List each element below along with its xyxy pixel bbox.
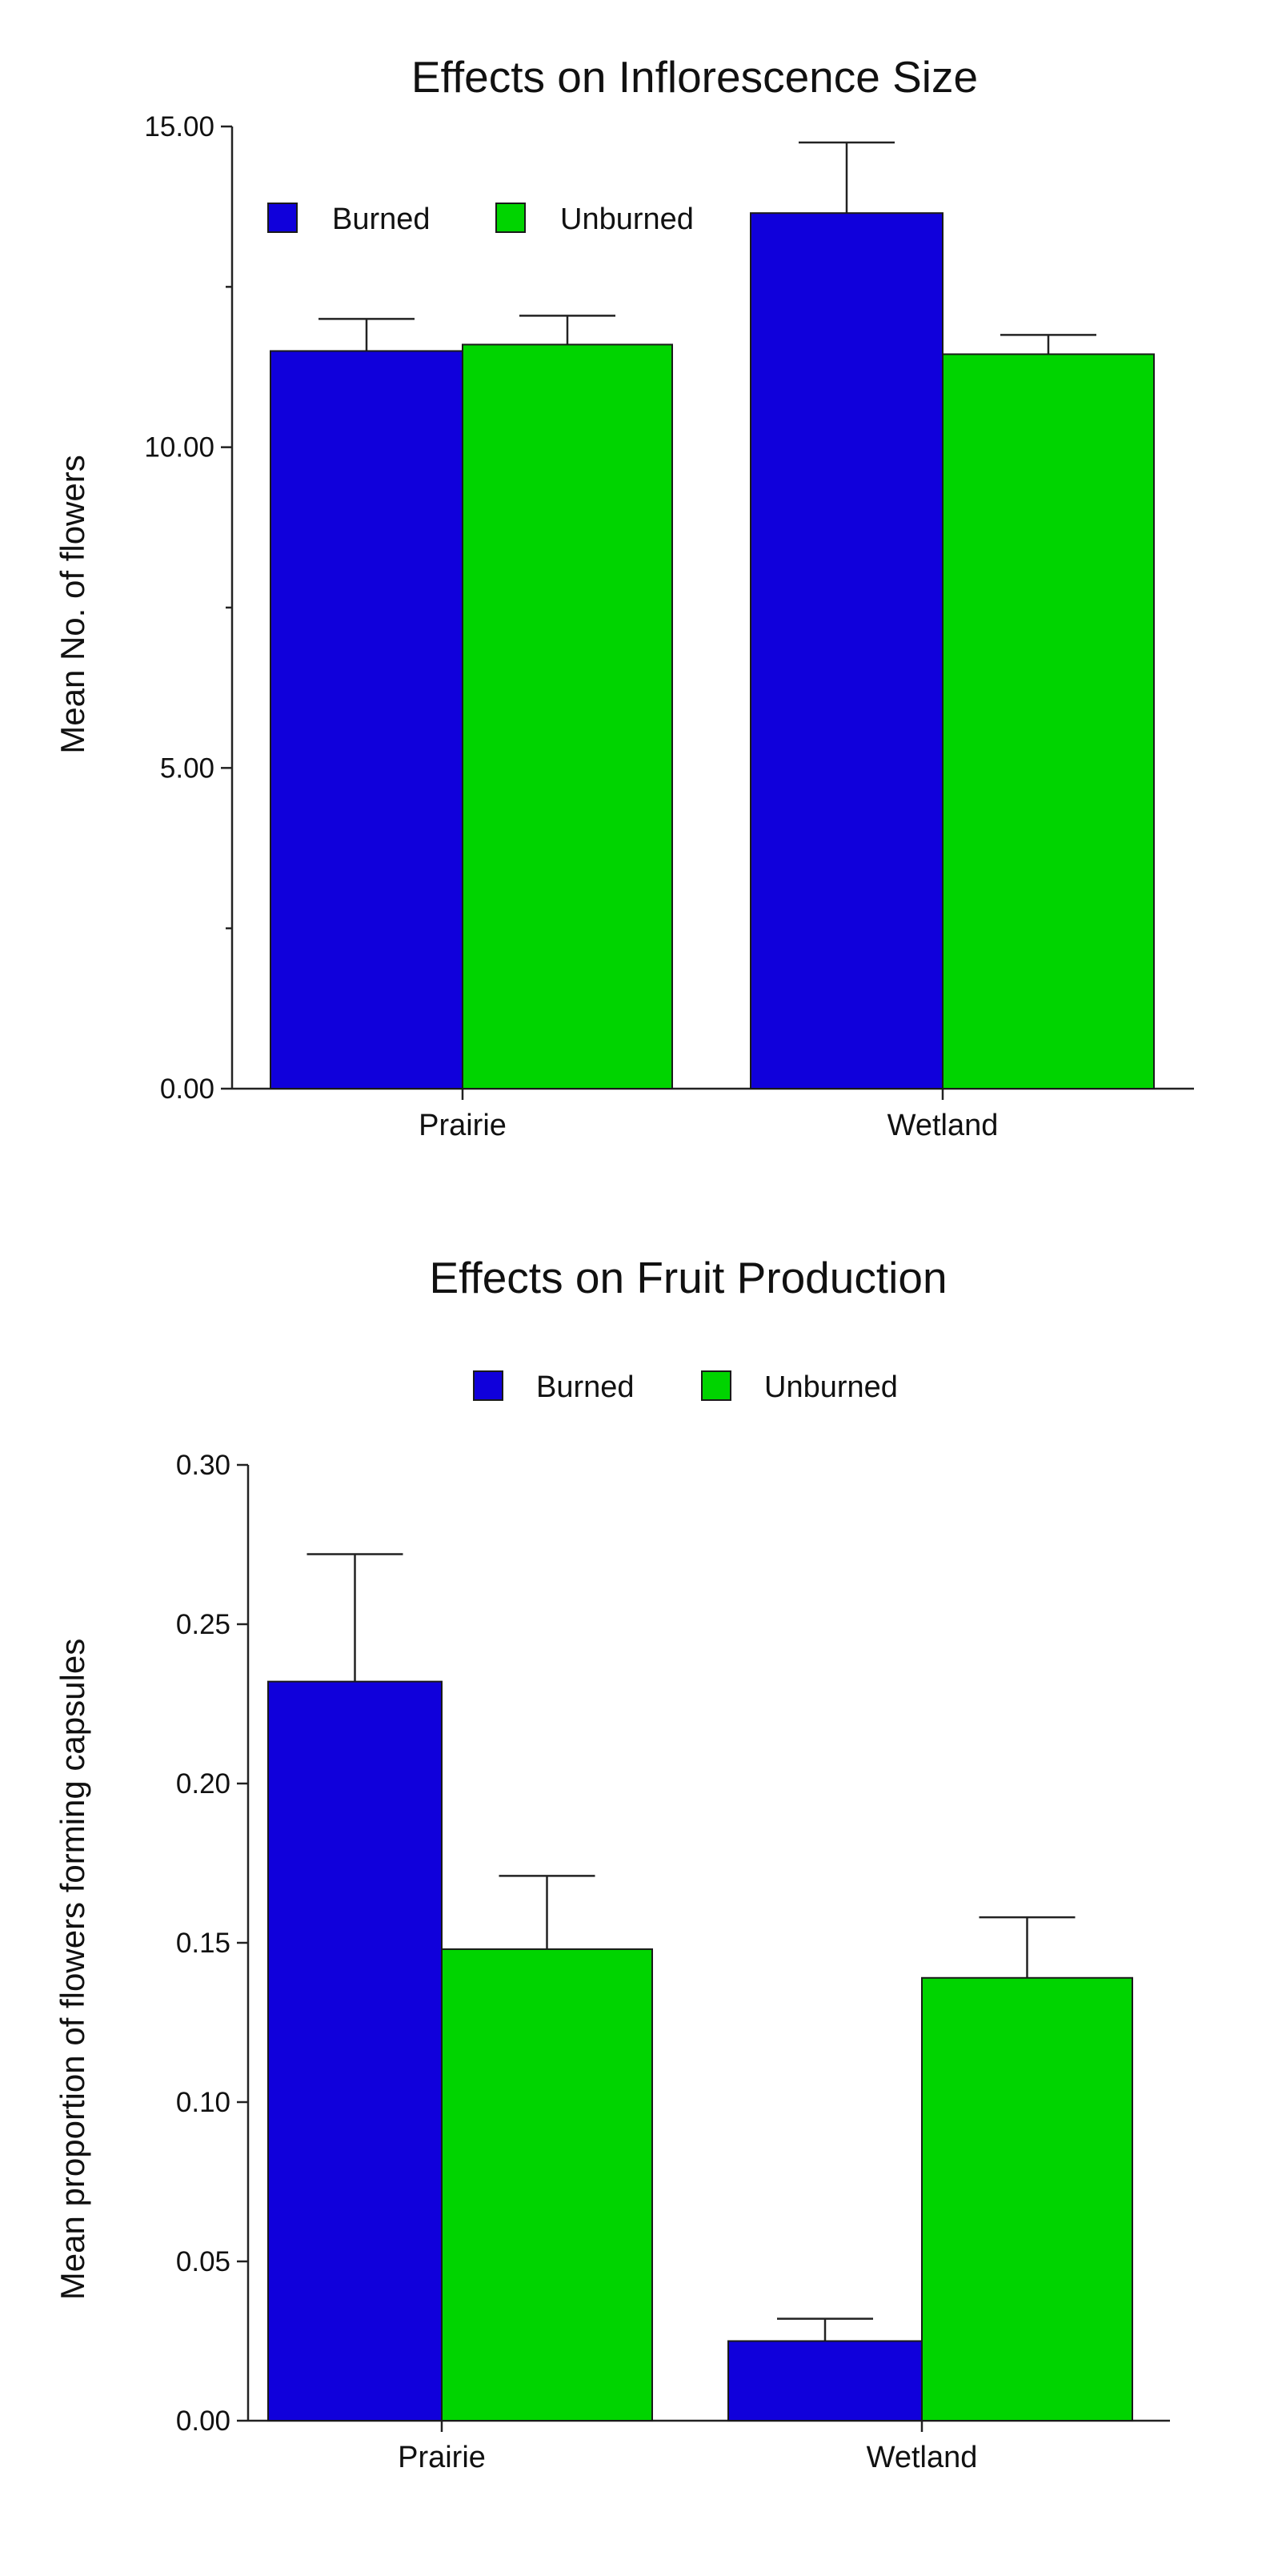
chart-title: Effects on Fruit Production [429, 1253, 947, 1302]
y-tick-label: 0.10 [176, 2087, 230, 2118]
legend-swatch-unburned [495, 203, 526, 233]
y-tick-label: 0.25 [176, 1609, 230, 1640]
bar-burned-prairie [267, 1680, 443, 2422]
y-tick-label: 10.00 [144, 432, 214, 463]
y-tick-label: 15.00 [144, 111, 214, 142]
bar-unburned-prairie [441, 1948, 653, 2422]
y-tick-label: 0.30 [176, 1450, 230, 1481]
bar-burned-wetland [750, 212, 943, 1089]
bar-unburned-wetland [942, 353, 1155, 1089]
x-tick-label: Prairie [398, 2441, 486, 2474]
x-tick-label: Wetland [867, 2441, 978, 2474]
y-tick-label: 0.00 [160, 1073, 214, 1105]
legend-label-burned: Burned [536, 1370, 635, 1404]
y-tick-label: 0.15 [176, 1928, 230, 1959]
legend-label-unburned: Unburned [560, 203, 694, 236]
y-tick-label: 5.00 [160, 752, 214, 784]
legend-swatch-burned [267, 203, 298, 233]
x-tick-label: Prairie [419, 1109, 507, 1142]
legend-swatch-burned [473, 1370, 503, 1401]
chart-title: Effects on Inflorescence Size [411, 52, 978, 102]
legend-swatch-unburned [701, 1370, 731, 1401]
y-axis-label: Mean proportion of flowers forming capsu… [54, 1639, 91, 2300]
bar-burned-wetland [727, 2340, 923, 2422]
y-tick-label: 0.00 [176, 2405, 230, 2437]
y-tick-label: 0.20 [176, 1768, 230, 1800]
y-axis-label: Mean No. of flowers [54, 455, 91, 754]
y-tick-label: 0.05 [176, 2246, 230, 2277]
chart-inflorescence-size: Effects on Inflorescence Size 0.00 5.00 10… [54, 52, 1194, 1142]
x-tick-label: Wetland [887, 1109, 999, 1142]
chart-fruit-production: Effects on Fruit Production 0.00 0.05 0.10… [54, 1253, 1170, 2474]
bar-unburned-prairie [462, 343, 673, 1090]
legend-label-burned: Burned [332, 203, 431, 236]
legend-label-unburned: Unburned [764, 1370, 898, 1404]
bar-burned-prairie [270, 350, 463, 1089]
bar-unburned-wetland [921, 1976, 1133, 2422]
